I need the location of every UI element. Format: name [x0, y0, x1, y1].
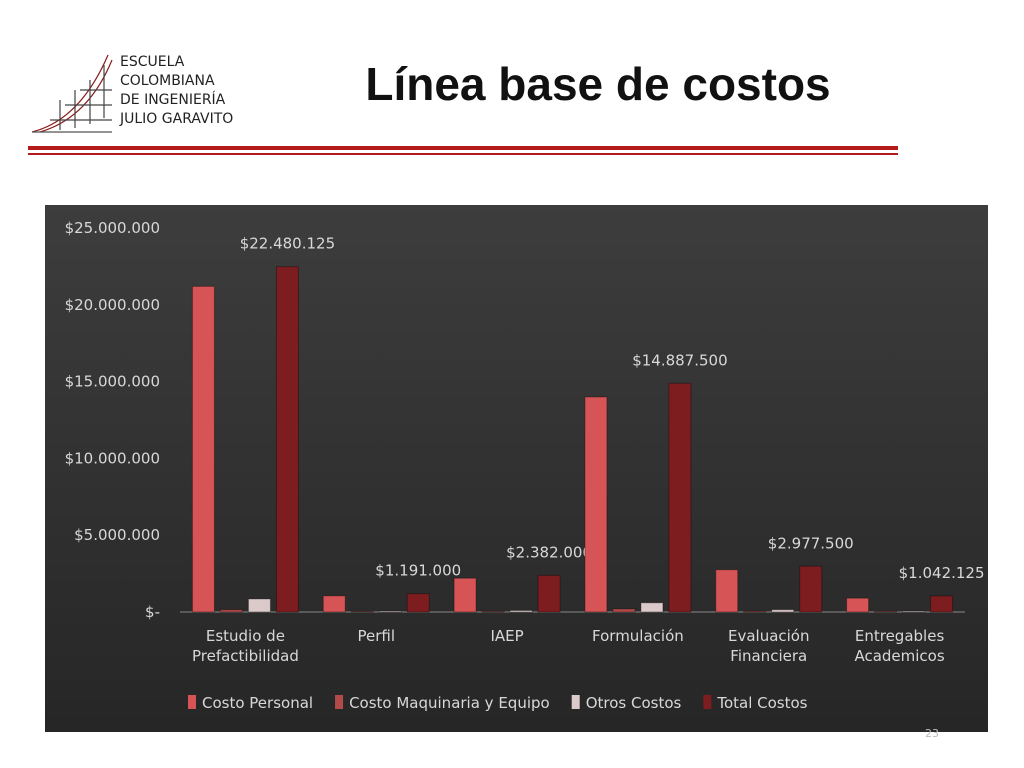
bar — [191, 285, 215, 613]
data-label: $1.042.125 — [899, 564, 985, 582]
data-label: $22.480.125 — [240, 235, 335, 253]
legend-swatch — [335, 695, 344, 709]
bar — [902, 610, 926, 613]
bar — [584, 396, 608, 613]
legend-label: Total Costos — [716, 694, 807, 712]
data-label: $2.977.500 — [768, 534, 854, 552]
bar — [846, 597, 870, 613]
x-tick-label: Formulación — [592, 627, 684, 645]
bar — [509, 609, 533, 613]
bar — [275, 266, 299, 613]
x-tick-label: Estudio de Prefactibilidad — [191, 627, 299, 665]
bar — [771, 609, 795, 613]
legend-swatch — [188, 695, 196, 709]
bar — [874, 610, 898, 613]
legend-swatch — [571, 695, 580, 709]
bar — [668, 382, 692, 613]
y-tick-label: $25.000.000 — [65, 219, 160, 237]
y-tick-label: $- — [145, 603, 160, 621]
slide-number: 23 — [925, 727, 939, 740]
bar — [247, 598, 271, 613]
bar — [219, 609, 243, 613]
bar — [930, 595, 954, 613]
x-tick-label: Evaluación Financiera — [727, 627, 810, 665]
bar — [640, 602, 664, 613]
bar — [799, 565, 823, 613]
bar — [406, 593, 430, 613]
logo-text: Escuela — [120, 54, 185, 70]
logo-text: de Ingeniería — [120, 91, 226, 108]
logo — [31, 54, 113, 133]
x-tick-label: Perfil — [357, 627, 396, 645]
bar — [537, 574, 561, 613]
bar — [378, 610, 402, 613]
data-label: $1.191.000 — [375, 562, 461, 580]
y-tick-label: $15.000.000 — [65, 373, 160, 391]
bar — [715, 569, 739, 613]
legend-label: Otros Costos — [586, 694, 682, 712]
legend-swatch — [703, 695, 712, 709]
y-tick-label: $10.000.000 — [65, 449, 160, 467]
logo-text: Julio Garavito — [119, 111, 233, 127]
rule — [28, 153, 898, 155]
legend-label: Costo Maquinaria y Equipo — [349, 694, 550, 712]
bar — [481, 610, 505, 613]
y-tick-label: $20.000.000 — [65, 296, 160, 314]
x-tick-label: IAEP — [490, 627, 524, 645]
data-label: $14.887.500 — [632, 351, 727, 369]
bar — [322, 595, 346, 613]
y-tick-label: $5.000.000 — [74, 526, 160, 544]
x-tick-label: Entregables Academicos — [854, 627, 945, 665]
rule — [28, 146, 898, 150]
bar — [743, 610, 767, 613]
slide-title: Línea base de costos — [365, 58, 830, 110]
bar — [612, 608, 636, 613]
logo-text: Colombiana — [120, 73, 215, 89]
legend-label: Costo Personal — [202, 694, 313, 712]
data-label: $2.382.000 — [506, 543, 592, 561]
bar — [453, 577, 477, 613]
